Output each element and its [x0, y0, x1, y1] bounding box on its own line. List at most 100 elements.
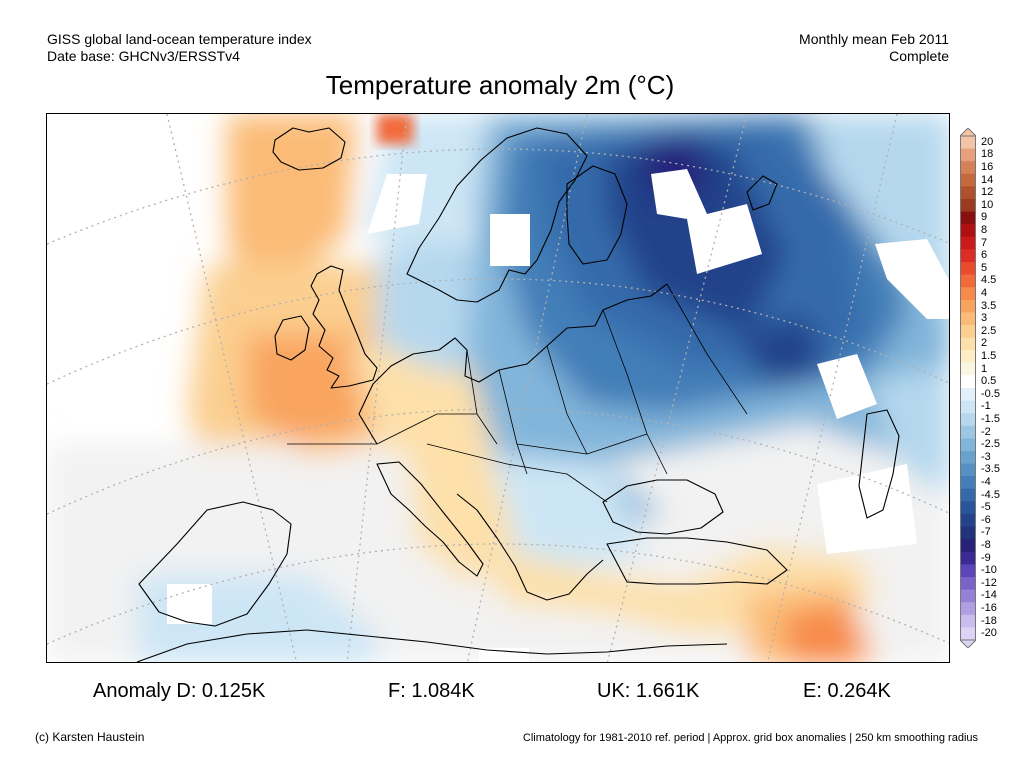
- colorbar-segment: [960, 337, 976, 351]
- colorbar-tick-label: 3.5: [981, 299, 997, 312]
- colorbar-tick-label: -4.5: [981, 488, 1000, 501]
- colorbar-segment: [960, 614, 976, 628]
- colorbar-segment: [960, 262, 976, 276]
- anomaly-hotspots: [377, 114, 413, 144]
- colorbar-segment: [960, 249, 976, 263]
- colorbar-tick-label: 8: [981, 224, 988, 236]
- colorbar-tick-label: -7: [981, 526, 991, 539]
- colorbar-segment: [960, 577, 976, 591]
- colorbar-tick-label: 0.5: [981, 375, 997, 388]
- black-sea-coast: [602, 479, 724, 535]
- colorbar-tick-label: -2.5: [981, 438, 1000, 451]
- colorbar-segment: [960, 413, 976, 427]
- coastlines: [136, 127, 900, 662]
- colorbar-segment: [960, 148, 976, 162]
- colorbar-frame: [960, 135, 976, 641]
- colorbar-tick-label: 1: [981, 362, 988, 375]
- novaya-zemlya-coast: [746, 175, 778, 211]
- colorbar-tick-label: -1.5: [981, 413, 1000, 425]
- colorbar-tick-label: -4: [981, 476, 991, 488]
- iberia-coast: [138, 501, 292, 627]
- colorbar-tick-label: 14: [981, 173, 994, 186]
- data-base-label: Date base: GHCNv3/ERSSTv4: [47, 48, 240, 64]
- colorbar-tick-label: -14: [981, 589, 997, 602]
- colorbar-tick-label: 4: [981, 287, 988, 299]
- copyright: (c) Karsten Haustein: [35, 730, 145, 744]
- colorbar-tick-label: 2: [981, 337, 988, 350]
- colorbar-segment: [960, 375, 976, 389]
- colorbar-segment: [960, 514, 976, 528]
- colorbar-segment: [960, 186, 976, 200]
- anomaly-uk: UK: 1.661K: [597, 680, 700, 702]
- colorbar-segment: [960, 388, 976, 402]
- colorbar-max-arrow: [960, 128, 976, 137]
- climatology-note: Climatology for 1981-2010 ref. period | …: [522, 732, 978, 744]
- colorbar-segment: [960, 350, 976, 364]
- colorbar-tick-label: -6: [981, 513, 991, 526]
- colorbar-segment: [960, 312, 976, 326]
- colorbar-segment: [960, 438, 976, 452]
- colorbar-segment: [960, 325, 976, 339]
- colorbar-segment: [960, 602, 976, 616]
- header-left: GISS global land-ocean temperature index…: [47, 31, 312, 65]
- colorbar-segment: [960, 400, 976, 414]
- colorbar-tick-label: -3.5: [981, 463, 1000, 476]
- anomaly-f: F: 1.084K: [388, 680, 475, 702]
- colorbar-tick-label: -2: [981, 425, 991, 438]
- anomaly-d: Anomaly D: 0.125K: [93, 680, 266, 702]
- italy-coast: [376, 461, 484, 577]
- colorbar-segment: [960, 224, 976, 238]
- colorbar-segment: [960, 488, 976, 502]
- colorbar-segment: [960, 362, 976, 376]
- colorbar-tick-label: -20: [981, 627, 997, 640]
- colorbar-segment: [960, 287, 976, 301]
- colorbar-segment: [960, 501, 976, 515]
- turkey-coast: [606, 537, 788, 585]
- missing-data-boxes: [167, 169, 949, 662]
- colorbar-tick-label: 16: [981, 161, 994, 173]
- colorbar-tick-label: -18: [981, 614, 997, 627]
- status-label: Complete: [889, 48, 949, 64]
- colorbar-tick-label: -8: [981, 539, 991, 551]
- anomaly-e: E: 0.264K: [803, 680, 891, 702]
- colorbar-segment: [960, 136, 976, 150]
- colorbar-segment: [960, 463, 976, 477]
- colorbar-tick-label: -3: [981, 450, 991, 463]
- anomaly-field: [47, 114, 949, 662]
- colorbar-tick-label: 5: [981, 261, 988, 274]
- colorbar-segment: [960, 161, 976, 175]
- colorbar-tick-label: -10: [981, 564, 997, 577]
- colorbar-segment: [960, 476, 976, 490]
- colorbar-segment: [960, 274, 976, 288]
- colorbar-segment: [960, 627, 976, 641]
- colorbar-tick-label: 12: [981, 186, 994, 199]
- iceland-coast: [272, 127, 346, 171]
- colorbar-tick-label: 18: [981, 148, 994, 161]
- colorbar-tick-label: 9: [981, 211, 988, 224]
- colorbar-segment: [960, 211, 976, 225]
- north-africa-coast: [136, 629, 728, 662]
- colorbar-segment: [960, 173, 976, 187]
- colorbar-tick-label: 3: [981, 312, 988, 325]
- colorbar-segment: [960, 425, 976, 439]
- colorbar-segment: [960, 539, 976, 553]
- colorbar-tick-label: 20: [981, 135, 994, 148]
- colorbar-tick-label: -16: [981, 602, 997, 614]
- colorbar-segment: [960, 451, 976, 465]
- finland-coast: [566, 165, 628, 265]
- map-frame: [46, 113, 950, 663]
- colorbar-tick-label: -0.5: [981, 387, 1000, 400]
- colorbar-min-arrow: [960, 639, 976, 648]
- colorbar-tick-label: 6: [981, 249, 988, 262]
- colorbar-tick-label: 4.5: [981, 274, 997, 287]
- colorbar-tick-label: 1.5: [981, 350, 997, 362]
- colorbar-segment: [960, 526, 976, 540]
- colorbar-tick-label: -12: [981, 576, 997, 589]
- colorbar-segment: [960, 236, 976, 250]
- balkans-coast: [456, 493, 604, 601]
- colorbar-segment: [960, 199, 976, 213]
- colorbar-segment: [960, 564, 976, 578]
- colorbar-tick-label: 7: [981, 236, 988, 249]
- period-label: Monthly mean Feb 2011: [799, 31, 949, 47]
